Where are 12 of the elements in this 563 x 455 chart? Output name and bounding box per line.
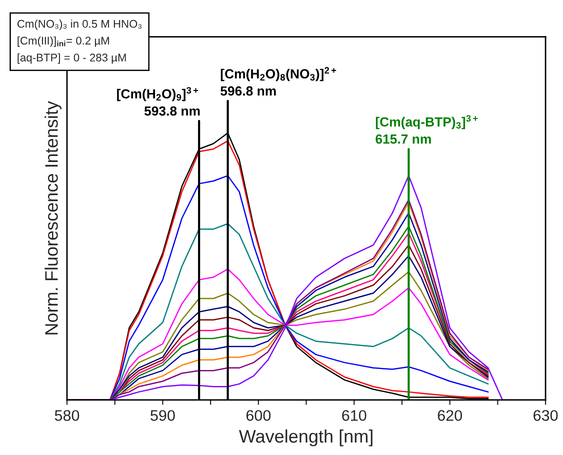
x-tick-label: 590 (150, 410, 175, 421)
x-axis-title: Wavelength [nm] (238, 429, 372, 446)
x-tick-label: 600 (246, 410, 271, 421)
text: [Cm(aq-BTP)$_{3}$]$^{3+}$ 615.7 nm (376, 115, 478, 144)
text: [Cm(H$_{2}$O)$_{9}$]$^{3+}$ 593.8 nm (117, 87, 200, 116)
x-tick-label: 580 (54, 410, 80, 421)
x-tick-label: 620 (438, 410, 462, 421)
text: Cm(NO₃)₃ in 0.5 M HNO₃ [Cm(III)]$_{ini}$= 0.2 µM [aq-BTP] = 0 - 283 µM (17, 20, 142, 64)
y-axis-title: Norm. Fluorescence Intensity (44, 101, 62, 334)
x-tick-label: 630 (534, 410, 558, 421)
x-tick-label: 610 (342, 410, 366, 421)
text: [Cm(H$_{2}$O)$_{8}$(NO$_{3}$)]$^{2+}$ 596.8 nm (220, 67, 336, 96)
